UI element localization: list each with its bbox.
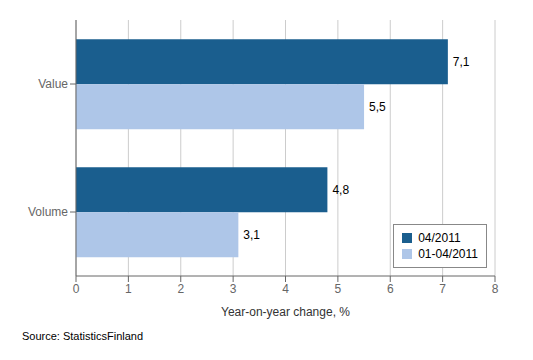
svg-text:5: 5	[335, 282, 342, 296]
svg-text:4: 4	[282, 282, 289, 296]
svg-text:2: 2	[177, 282, 184, 296]
svg-text:3,1: 3,1	[243, 228, 260, 242]
svg-text:6: 6	[387, 282, 394, 296]
html-text:04/2011: 04/2011	[418, 231, 461, 245]
svg-text:3: 3	[230, 282, 237, 296]
svg-text:8: 8	[492, 282, 499, 296]
svg-text:1: 1	[125, 282, 132, 296]
html-text:Source: StatisticsFinland: Source: StatisticsFinland	[22, 330, 144, 342]
svg-text:7,1: 7,1	[453, 55, 470, 69]
svg-text:0: 0	[73, 282, 80, 296]
html-text:01-04/2011: 01-04/2011	[418, 247, 478, 261]
svg-text:4,8: 4,8	[332, 183, 349, 197]
svg-text:5,5: 5,5	[369, 100, 386, 114]
svg-text:7: 7	[439, 282, 446, 296]
svg-text:Year-on-year change, %: Year-on-year change, %	[221, 305, 350, 319]
svg-text:Value: Value	[38, 77, 68, 91]
svg-text:Volume: Volume	[28, 205, 68, 219]
